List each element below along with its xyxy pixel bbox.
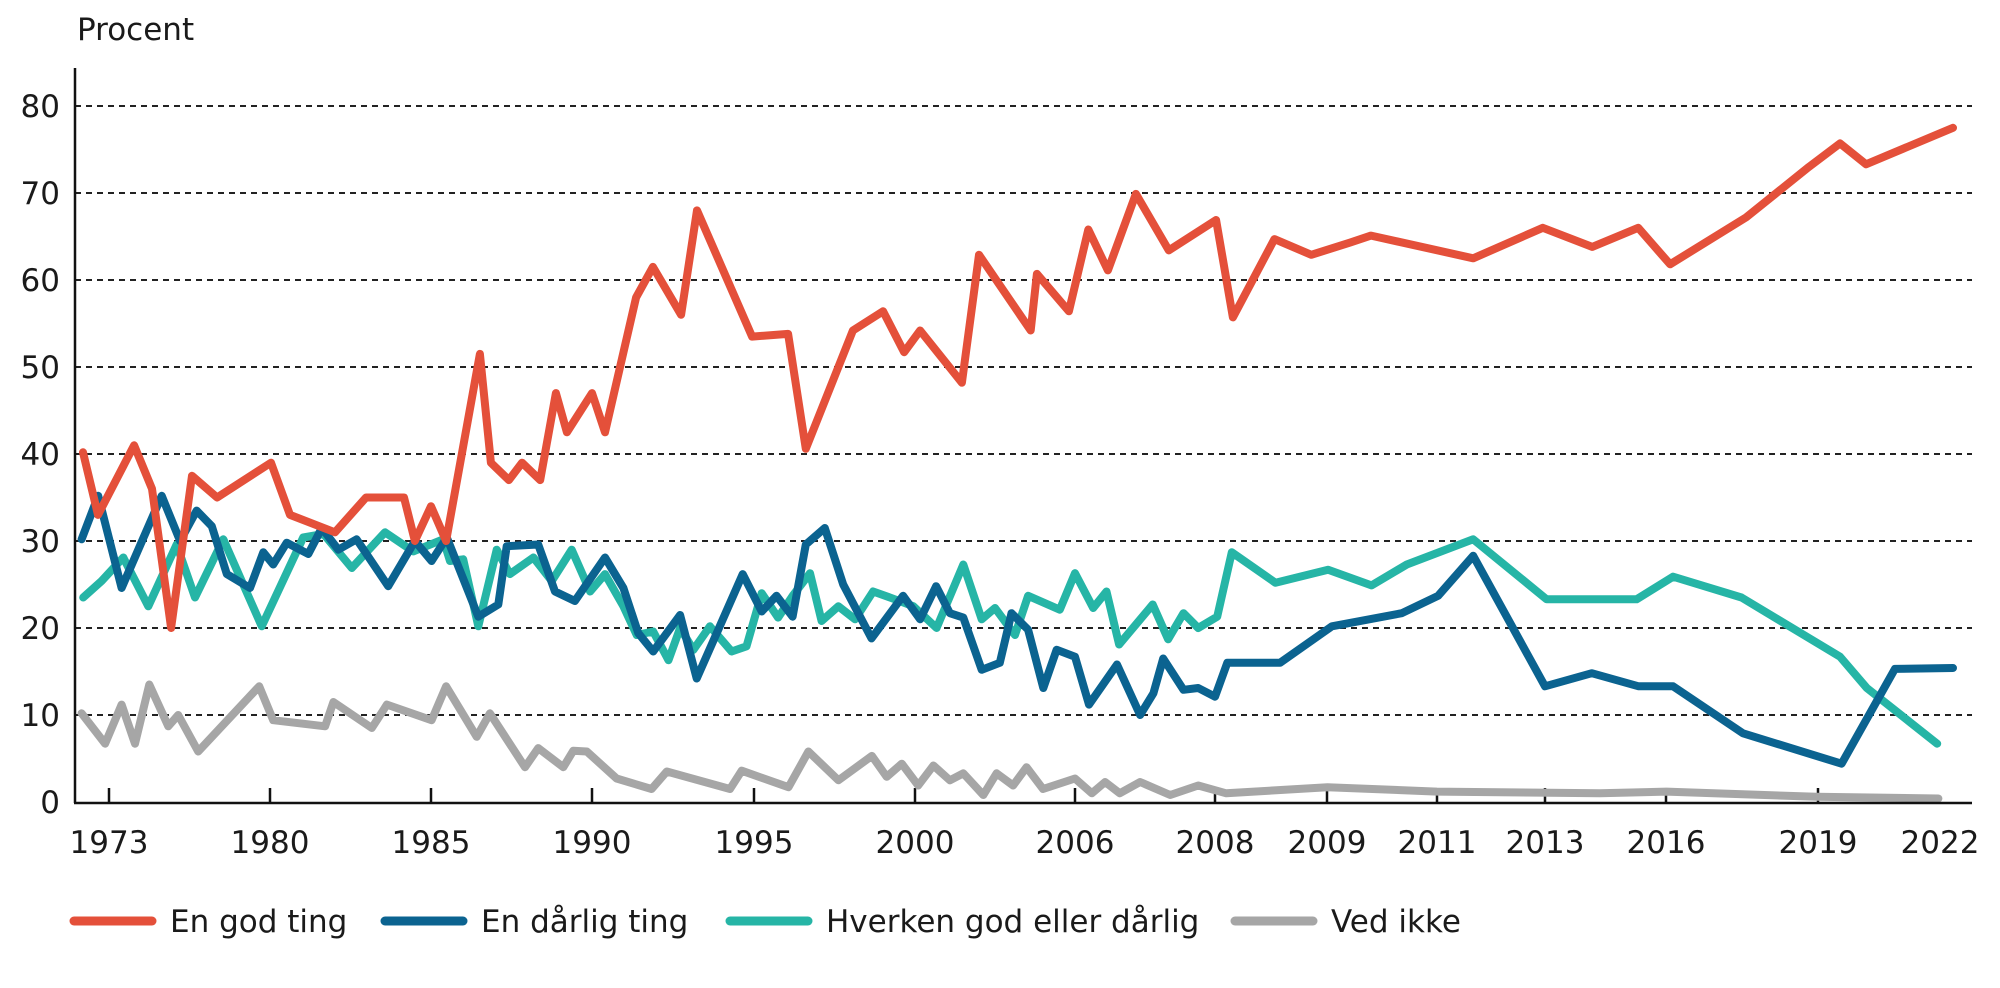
x-tick-label: 1995 [715,825,794,861]
x-tick-label: 1973 [70,825,149,861]
x-tick-label: 1980 [231,825,310,861]
legend-label: En dårlig ting [481,904,688,940]
y-tick-label: 40 [21,437,60,473]
legend-label: Ved ikke [1331,904,1461,940]
legend-item: En god ting [69,904,347,940]
x-tick-label: 2016 [1627,825,1706,861]
x-tick-label: 2006 [1036,825,1115,861]
y-tick-label: 20 [21,611,60,647]
legend-item: En dårlig ting [380,904,688,940]
y-tick-label: 50 [21,350,60,386]
y-tick-label: 60 [21,263,60,299]
x-tick-label: 2022 [1901,825,1980,861]
y-tick-label: 80 [21,89,60,125]
series-line-0 [79,123,1957,632]
legend-label: Hverken god eller dårlig [826,904,1199,940]
x-ticks: 1973 1980 1985 1990 1995 2000 2006 2008 2009 2011… [70,788,1980,861]
x-tick-label: 2008 [1176,825,1255,861]
legend-label: En god ting [170,904,347,940]
x-tick-label: 2009 [1288,825,1367,861]
x-tick-label: 1985 [392,825,471,861]
series-line-3 [77,680,1943,803]
y-tick-label: 30 [21,524,60,560]
x-tick-label: 2011 [1398,825,1477,861]
y-tick-label: 10 [21,698,60,734]
y-tick-label: 70 [21,176,60,212]
legend-item: Ved ikke [1230,904,1461,940]
y-tick-label: 0 [40,785,60,821]
x-tick-label: 2013 [1506,825,1585,861]
x-tick-label: 2000 [876,825,955,861]
x-tick-label: 1990 [553,825,632,861]
y-tick-labels: 0 10 20 30 40 50 60 70 80 [21,89,60,821]
legend-item: Hverken god eller dårlig [725,904,1199,940]
legend: En god ting En dårlig ting Hverken god ell… [69,904,1461,940]
y-axis-label: Procent [77,12,194,48]
x-tick-label: 2019 [1779,825,1858,861]
series-line-2 [79,528,1942,748]
series-line-1 [77,491,1957,768]
series-lines [77,123,1957,803]
